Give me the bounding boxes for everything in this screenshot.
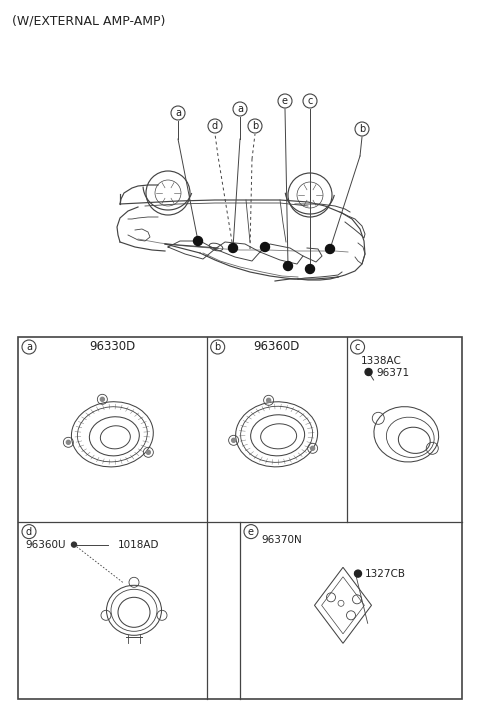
Circle shape — [66, 440, 71, 445]
Text: 1338AC: 1338AC — [360, 356, 401, 366]
Text: a: a — [237, 104, 243, 114]
Text: (W/EXTERNAL AMP-AMP): (W/EXTERNAL AMP-AMP) — [12, 14, 166, 27]
Text: 96360D: 96360D — [253, 340, 300, 354]
Text: c: c — [307, 96, 312, 106]
Text: e: e — [282, 96, 288, 106]
Text: a: a — [26, 342, 32, 352]
Text: b: b — [359, 124, 365, 134]
Circle shape — [72, 542, 76, 547]
Circle shape — [146, 450, 150, 454]
Circle shape — [100, 397, 104, 401]
Circle shape — [228, 243, 238, 252]
Text: a: a — [175, 108, 181, 118]
Circle shape — [261, 242, 269, 252]
Circle shape — [193, 237, 203, 245]
Text: e: e — [248, 527, 254, 537]
Text: 96370N: 96370N — [262, 535, 302, 545]
Text: d: d — [26, 527, 32, 537]
Text: 1018AD: 1018AD — [118, 540, 159, 549]
Circle shape — [284, 262, 292, 271]
Text: d: d — [212, 121, 218, 131]
Circle shape — [311, 446, 314, 450]
Circle shape — [266, 398, 271, 402]
Text: 96371: 96371 — [376, 368, 410, 378]
Text: b: b — [252, 121, 258, 131]
Text: c: c — [355, 342, 360, 352]
Text: 96330D: 96330D — [89, 340, 135, 354]
Text: 96360U: 96360U — [25, 540, 66, 549]
Bar — [18, 337, 462, 699]
Circle shape — [232, 438, 236, 442]
Text: b: b — [215, 342, 221, 352]
Text: 1327CB: 1327CB — [365, 569, 406, 579]
Circle shape — [355, 570, 361, 577]
Circle shape — [325, 245, 335, 254]
Circle shape — [365, 369, 372, 376]
Circle shape — [305, 264, 314, 274]
